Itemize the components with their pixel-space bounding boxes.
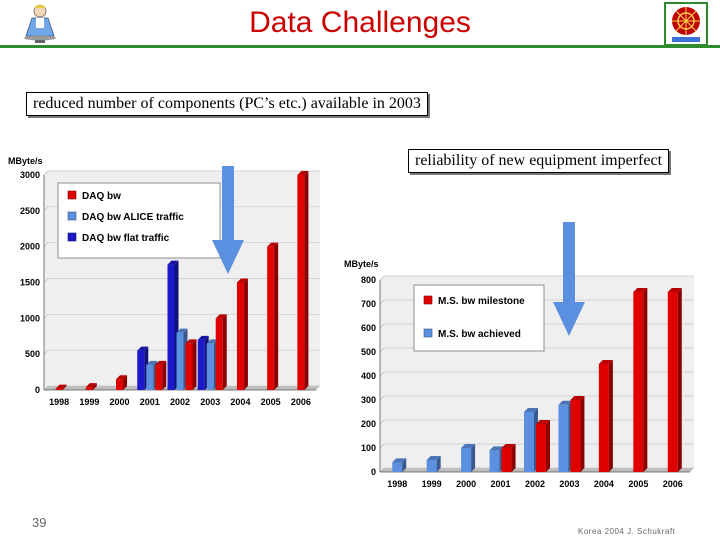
x-tick-label: 2006 bbox=[663, 479, 683, 489]
gridline-depth bbox=[43, 314, 49, 319]
bar-daq-bw-2001 bbox=[155, 360, 167, 390]
x-tick-label: 2001 bbox=[491, 479, 511, 489]
bar-m-s-bw-milestone-2005 bbox=[633, 288, 648, 472]
y-tick-label: 100 bbox=[361, 443, 376, 453]
daq-bandwidth-chart: 0 500 1000 1500 2000 2500 3000 MByte/s 1998 1999 2… bbox=[8, 156, 320, 407]
legend-swatch bbox=[67, 211, 77, 221]
down-arrow-2003-storage bbox=[553, 222, 585, 336]
alice-logo bbox=[664, 2, 708, 46]
footer-credit: Korea 2004 J. Schukraft bbox=[578, 527, 676, 536]
gridline-depth bbox=[379, 467, 385, 473]
x-tick-label: 2004 bbox=[230, 397, 250, 407]
legend-label: DAQ bw ALICE traffic bbox=[82, 212, 184, 223]
y-tick-label: 700 bbox=[361, 299, 376, 309]
x-tick-label: 1999 bbox=[422, 479, 442, 489]
title-rule bbox=[0, 45, 720, 48]
bar-daq-bw-2004 bbox=[236, 278, 248, 390]
x-tick-label: 2003 bbox=[200, 397, 220, 407]
legend-swatch bbox=[67, 232, 77, 242]
x-tick-label: 2006 bbox=[291, 397, 311, 407]
y-tick-label: 1500 bbox=[20, 278, 40, 288]
legend-box bbox=[57, 182, 221, 259]
bar-daq-bw-1998 bbox=[55, 384, 67, 390]
x-tick-label: 2002 bbox=[525, 479, 545, 489]
slide-title: Data Challenges bbox=[249, 6, 471, 39]
gridline-depth bbox=[379, 299, 385, 305]
x-tick-label: 2002 bbox=[170, 397, 190, 407]
down-arrow-2003-daq bbox=[212, 166, 244, 274]
bar-m-s-bw-achieved-1998 bbox=[392, 458, 407, 472]
x-tick-label: 2000 bbox=[110, 397, 130, 407]
y-tick-label: 2000 bbox=[20, 242, 40, 252]
y-tick-label: 1000 bbox=[20, 313, 40, 323]
bar-m-s-bw-achieved-2000 bbox=[461, 444, 476, 472]
y-tick-label: 2500 bbox=[20, 206, 40, 216]
components-note: reduced number of components (PC’s etc.)… bbox=[26, 92, 428, 116]
bar-daq-bw-2006 bbox=[297, 171, 309, 390]
y-tick-label: 0 bbox=[35, 385, 40, 395]
bar-m-s-bw-milestone-2002 bbox=[536, 420, 550, 472]
bar-m-s-bw-milestone-2003 bbox=[570, 396, 585, 472]
gridline-depth bbox=[43, 349, 49, 355]
legend-swatch bbox=[423, 328, 433, 338]
y-tick-label: 600 bbox=[361, 323, 376, 333]
bar-m-s-bw-achieved-2002 bbox=[524, 408, 538, 472]
gridline-depth bbox=[379, 347, 385, 353]
reliability-note: reliability of new equipment imperfect bbox=[408, 149, 670, 173]
gridline-depth bbox=[379, 443, 385, 449]
gridline-depth bbox=[43, 278, 49, 283]
bar-m-s-bw-milestone-2004 bbox=[598, 360, 613, 472]
gridline-depth bbox=[379, 323, 385, 329]
y-tick-label: 300 bbox=[361, 395, 376, 405]
x-tick-label: 2001 bbox=[140, 397, 160, 407]
bar-m-s-bw-milestone-2006 bbox=[667, 288, 682, 472]
gridline-depth bbox=[43, 206, 49, 212]
gridline-depth bbox=[379, 275, 385, 281]
page-number: 39 bbox=[32, 515, 47, 530]
x-tick-label: 1999 bbox=[79, 397, 99, 407]
gridline-depth bbox=[379, 371, 385, 377]
y-axis-label: MByte/s bbox=[8, 156, 43, 166]
y-axis-label: MByte/s bbox=[344, 259, 379, 269]
bar-daq-bw-2000 bbox=[116, 375, 128, 390]
gridline-depth bbox=[379, 419, 385, 425]
x-tick-label: 2000 bbox=[456, 479, 476, 489]
gridline-depth bbox=[379, 395, 385, 401]
x-tick-label: 1998 bbox=[49, 397, 69, 407]
x-tick-label: 2005 bbox=[261, 397, 281, 407]
bar-daq-bw-1999 bbox=[85, 383, 97, 390]
y-tick-label: 0 bbox=[371, 467, 376, 477]
x-tick-label: 2005 bbox=[628, 479, 648, 489]
legend-label: DAQ bw flat traffic bbox=[82, 233, 170, 244]
y-tick-label: 500 bbox=[25, 349, 40, 359]
legend-label: DAQ bw bbox=[82, 191, 121, 202]
legend-label: M.S. bw milestone bbox=[438, 296, 525, 307]
legend-swatch bbox=[423, 295, 433, 305]
gridline-depth bbox=[43, 385, 49, 391]
y-tick-label: 500 bbox=[361, 347, 376, 357]
bar-daq-bw-2002 bbox=[185, 339, 197, 390]
bar-m-s-bw-milestone-2001 bbox=[501, 444, 516, 472]
y-tick-label: 3000 bbox=[20, 170, 40, 180]
x-tick-label: 2003 bbox=[559, 479, 579, 489]
bar-daq-bw-2005 bbox=[267, 242, 279, 390]
x-tick-label: 2004 bbox=[594, 479, 614, 489]
bar-daq-bw-2003 bbox=[215, 314, 227, 390]
x-tick-label: 1998 bbox=[387, 479, 407, 489]
mass-storage-bandwidth-chart: 0 100 200 300 400 500 600 700 800 MByte/s 1998 1999… bbox=[344, 259, 694, 489]
gridline-depth bbox=[43, 242, 49, 247]
gridline-depth bbox=[43, 170, 49, 176]
bar-m-s-bw-achieved-2003 bbox=[558, 400, 573, 472]
legend-label: M.S. bw achieved bbox=[438, 329, 521, 340]
bar-m-s-bw-achieved-2001 bbox=[489, 446, 504, 472]
legend-swatch bbox=[67, 190, 77, 200]
bar-m-s-bw-achieved-1999 bbox=[426, 456, 441, 472]
y-tick-label: 200 bbox=[361, 419, 376, 429]
mascot-logo bbox=[24, 4, 56, 43]
y-tick-label: 800 bbox=[361, 275, 376, 285]
legend-box bbox=[413, 284, 545, 352]
y-tick-label: 400 bbox=[361, 371, 376, 381]
